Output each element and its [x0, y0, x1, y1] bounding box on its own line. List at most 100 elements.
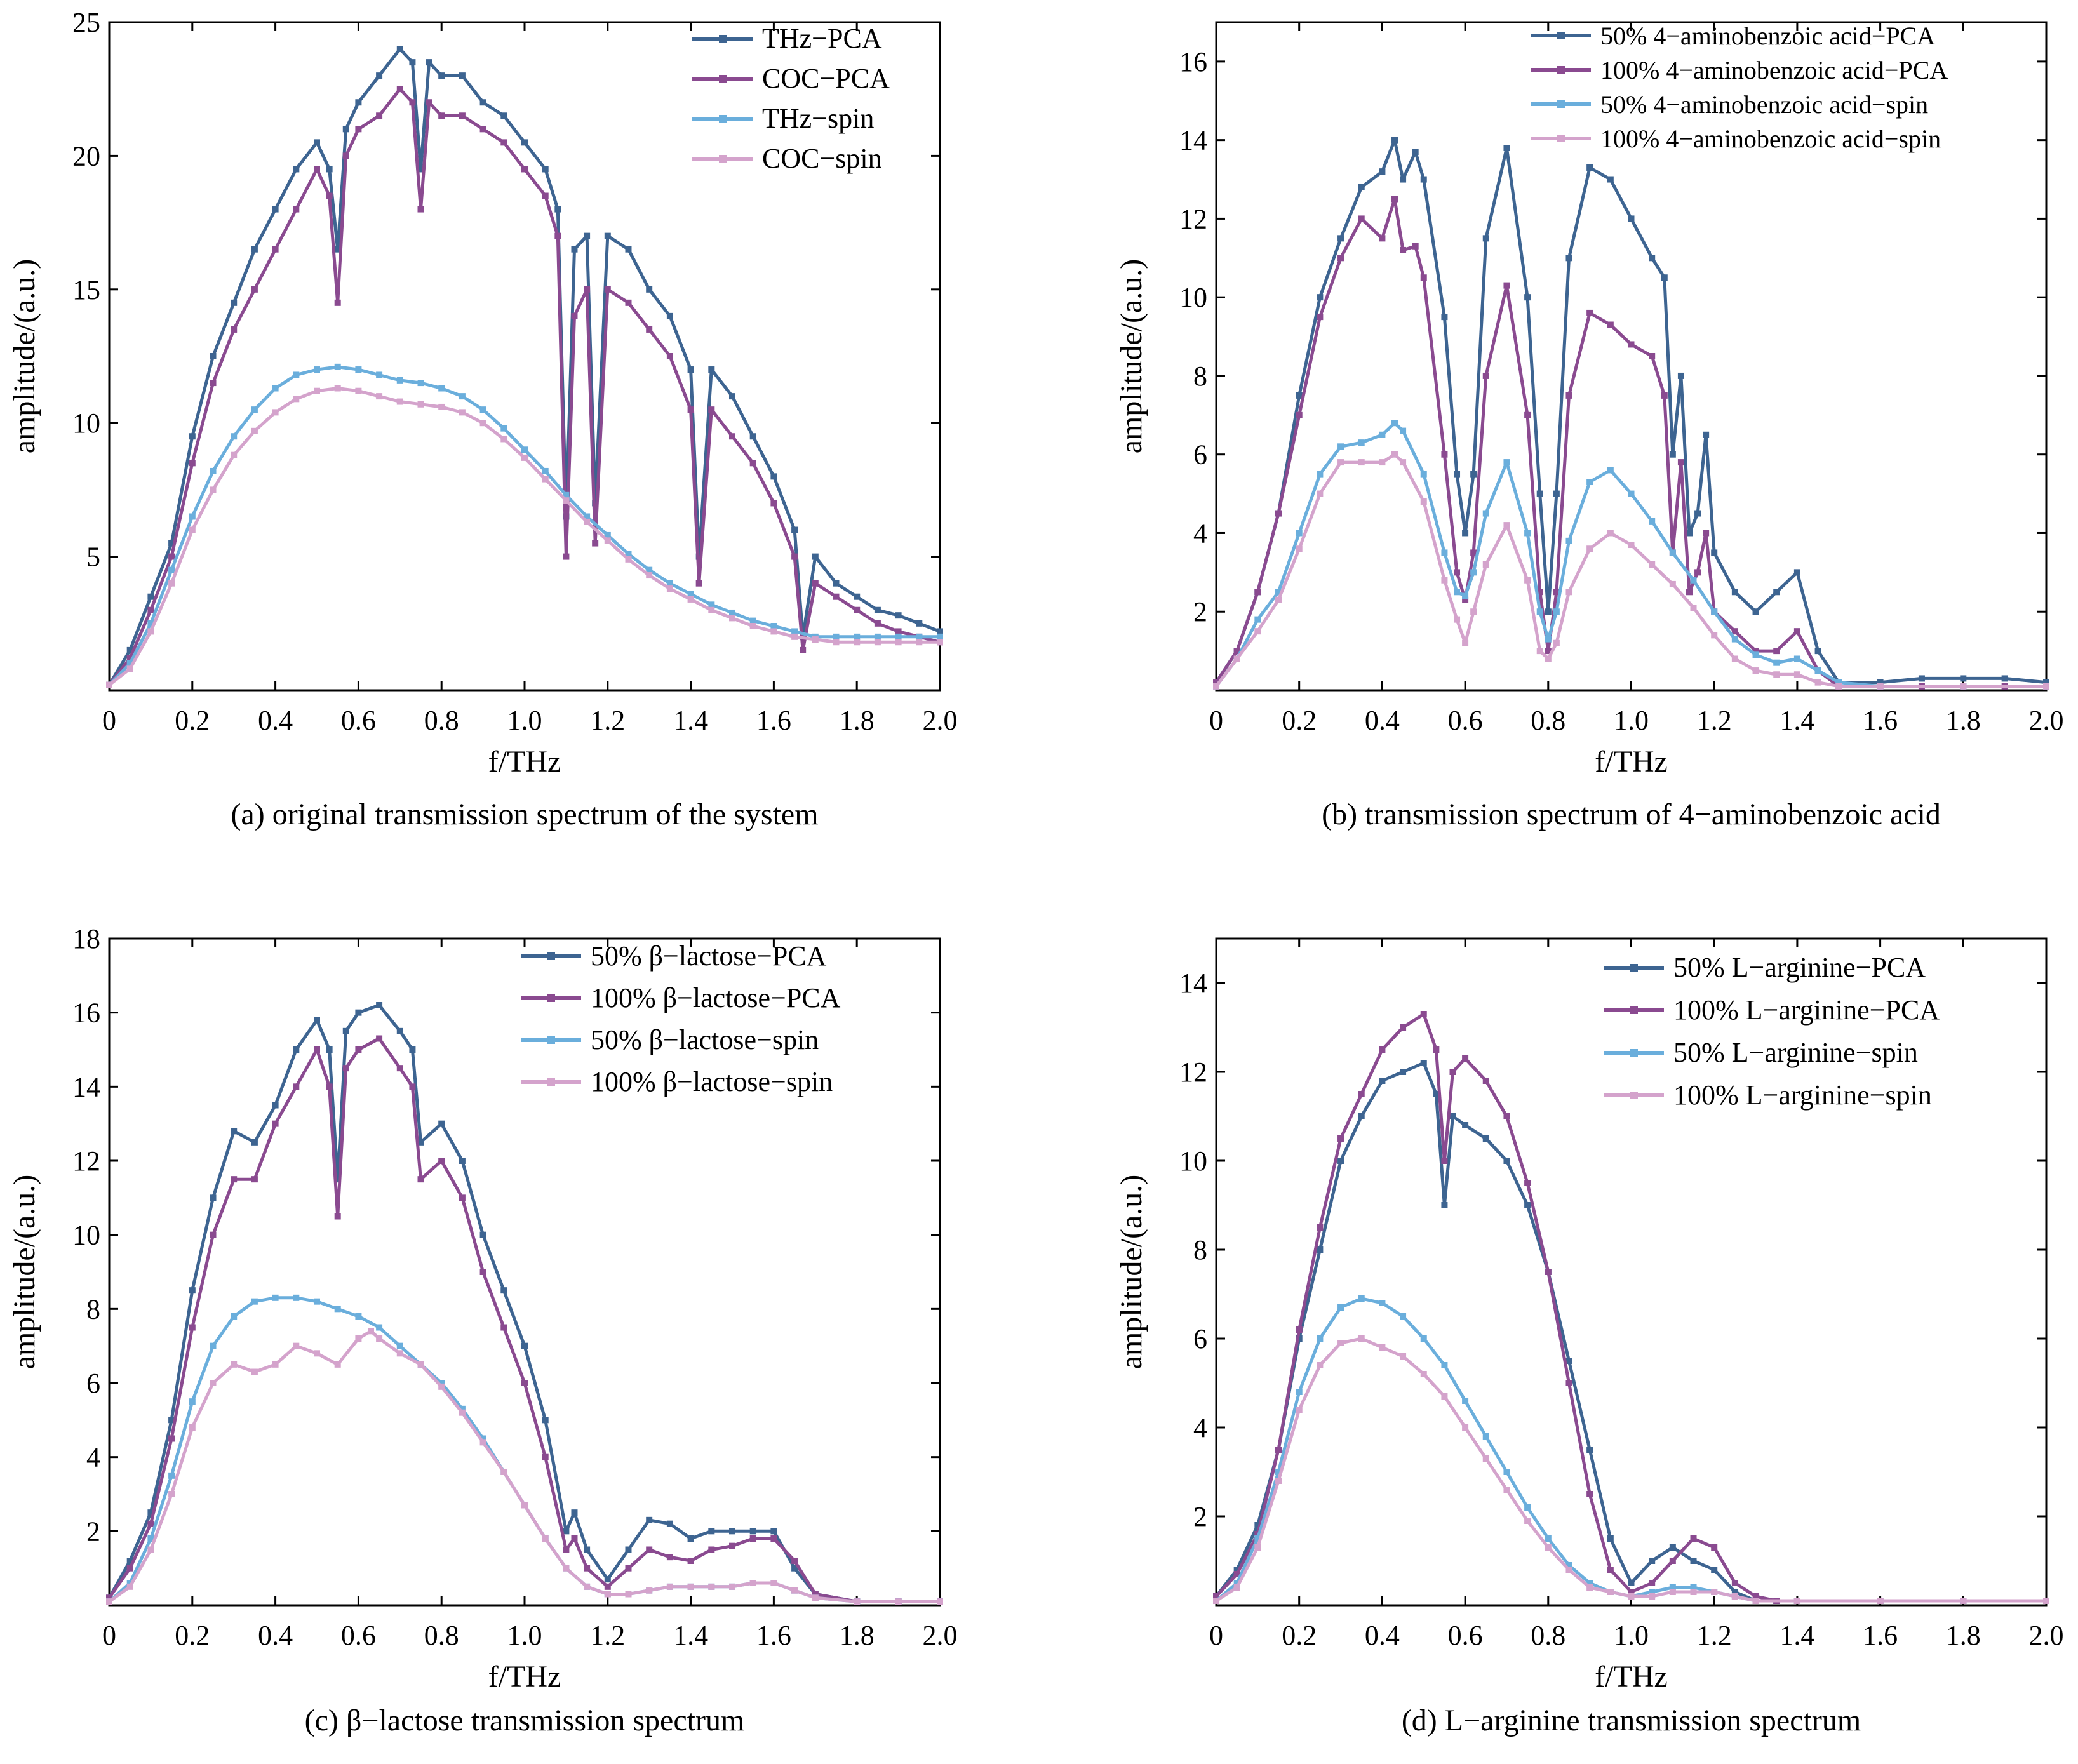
data-point [1379, 1300, 1386, 1306]
y-tick-label: 4 [1193, 1412, 1207, 1443]
data-point [147, 1520, 154, 1527]
data-point [1441, 451, 1448, 458]
data-point [1358, 1295, 1365, 1302]
x-tick-label: 0.6 [341, 1620, 376, 1651]
y-tick-label: 8 [1193, 1234, 1207, 1266]
series-4 [1213, 451, 2049, 690]
data-point [126, 665, 133, 672]
data-point [1524, 1180, 1531, 1186]
data-point [584, 513, 591, 520]
data-point [126, 655, 133, 662]
data-point [1545, 608, 1552, 615]
data-point [1233, 1580, 1240, 1586]
figure-caption: (b) transmission spectrum of 4−aminobenz… [1322, 798, 1941, 831]
legend-marker [1557, 100, 1565, 108]
data-point [231, 1176, 238, 1183]
data-point [459, 1405, 466, 1412]
data-point [1482, 235, 1489, 242]
data-point [874, 639, 881, 646]
data-point [251, 1139, 258, 1146]
data-point [2001, 675, 2008, 682]
data-point [417, 401, 424, 408]
figure-caption: (d) L−arginine transmission spectrum [1402, 1704, 1861, 1737]
data-point [791, 1558, 798, 1564]
legend-label: COC−PCA [762, 63, 890, 94]
x-axis-title: f/THz [1595, 745, 1668, 778]
data-point [1379, 1078, 1386, 1084]
x-tick-label: 1.2 [1697, 1620, 1732, 1651]
data-point [479, 1439, 486, 1446]
data-point [1503, 1158, 1510, 1164]
data-point [1296, 411, 1303, 418]
data-point [1420, 1011, 1427, 1017]
data-point [1628, 1589, 1635, 1595]
data-point [231, 433, 238, 440]
data-point [1400, 427, 1407, 434]
data-point [1607, 467, 1614, 474]
y-tick-label: 16 [1179, 46, 1207, 77]
data-point [500, 1287, 507, 1294]
data-point [1686, 589, 1693, 596]
legend: 50% β−lactose−PCA 100% β−lactose−PCA 50% β… [521, 940, 841, 1097]
data-point [438, 385, 445, 392]
data-point [542, 166, 549, 173]
data-point [1503, 145, 1510, 152]
data-point [687, 1583, 694, 1590]
data-point [126, 1583, 133, 1590]
data-point [210, 380, 217, 387]
data-point [459, 409, 466, 416]
x-tick-label: 0.2 [175, 1620, 210, 1651]
data-point [409, 59, 416, 66]
data-point [293, 1083, 300, 1090]
data-point [1213, 1598, 1219, 1604]
data-point [1773, 648, 1780, 655]
y-tick-label: 2 [1193, 596, 1207, 627]
series-line [1215, 1012, 2046, 1603]
data-point [417, 206, 424, 213]
data-point [189, 433, 196, 440]
data-point [1420, 1060, 1427, 1066]
data-point [1536, 648, 1543, 655]
data-point [916, 633, 923, 640]
data-point [1358, 1113, 1365, 1119]
data-point [666, 1554, 673, 1561]
data-point [1391, 137, 1398, 144]
data-point [542, 1453, 549, 1460]
data-point [231, 451, 238, 458]
data-point [1565, 255, 1572, 262]
data-point [1400, 1024, 1407, 1031]
data-point [368, 1328, 375, 1335]
legend-marker [1557, 32, 1565, 39]
legend-marker [719, 35, 727, 43]
data-point [571, 246, 578, 253]
data-point [1233, 1584, 1240, 1591]
data-point [1213, 679, 1219, 686]
data-point [479, 99, 486, 106]
data-point [1677, 372, 1684, 379]
data-point [2043, 679, 2049, 686]
x-tick-label: 1.4 [673, 705, 708, 736]
data-point [1586, 479, 1593, 486]
data-point [1565, 1358, 1572, 1364]
data-point [1503, 459, 1510, 466]
legend-label: 50% 4−aminobenzoic acid−spin [1600, 90, 1928, 119]
data-point [479, 1231, 486, 1238]
legend-marker [547, 994, 555, 1002]
data-point [1254, 616, 1261, 623]
data-point [1275, 1447, 1282, 1453]
data-point [1524, 1518, 1531, 1524]
data-point [666, 312, 673, 319]
data-point [326, 166, 333, 173]
data-point [326, 192, 333, 199]
series-2 [1213, 196, 2049, 690]
data-point [521, 454, 528, 461]
data-point [791, 553, 798, 560]
data-point [1296, 392, 1303, 399]
data-point [293, 396, 300, 403]
data-point [1317, 1335, 1324, 1342]
data-point [438, 112, 445, 119]
data-point [438, 403, 445, 410]
data-point [563, 1565, 570, 1572]
data-point [729, 393, 735, 400]
data-point [563, 553, 570, 560]
